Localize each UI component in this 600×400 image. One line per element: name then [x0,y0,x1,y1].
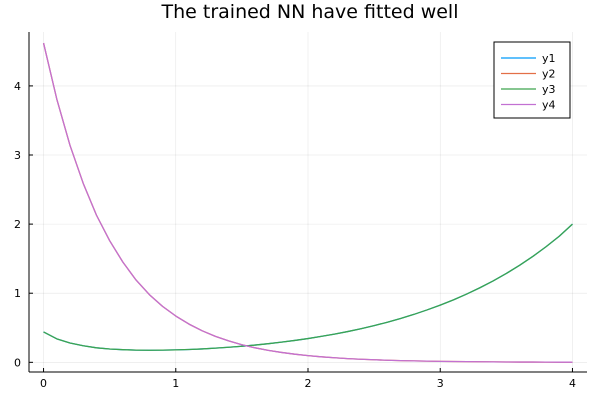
x-tick-label: 3 [437,377,444,390]
legend: y1 y2 y3 y4 [493,41,571,119]
y-tick-label: 2 [14,218,21,231]
y-tick-label: 1 [14,287,21,300]
series-line-y4 [42,42,573,363]
legend-label-y3: y3 [542,83,556,96]
legend-label-y2: y2 [542,68,556,81]
legend-box [493,41,571,119]
y-tick-label: 4 [14,80,21,93]
legend-label-y4: y4 [542,99,556,112]
series-line-y3 [43,223,573,351]
x-tick-label: 4 [569,377,576,390]
x-tick-label: 0 [40,377,47,390]
y-tick-label: 3 [14,149,21,162]
chart-title: The trained NN have fitted well [161,1,459,23]
x-tick-label: 2 [305,377,312,390]
tick-labels: 0 1 2 3 4 0 1 2 3 4 [14,80,576,390]
x-tick-label: 1 [172,377,179,390]
legend-label-y1: y1 [542,52,556,65]
y-tick-label: 0 [14,356,21,369]
series-lines [42,42,573,363]
